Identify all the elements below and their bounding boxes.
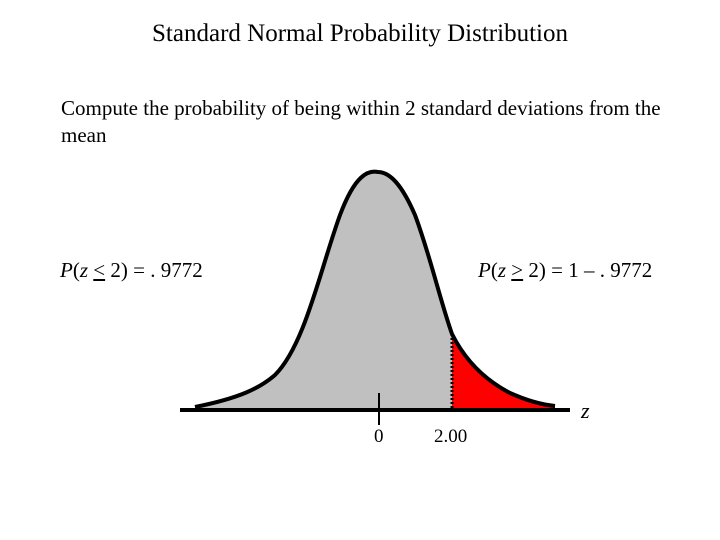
left-probability-label: P(z < 2) = . 9772 — [60, 258, 203, 282]
curve-tail-area — [452, 334, 555, 410]
axis-name-z: z — [581, 398, 590, 423]
tick-label-two: 2.00 — [434, 426, 468, 447]
curve-outline — [194, 169, 556, 409]
curve-body-area — [195, 171, 452, 410]
diagram-subtitle: Compute the probability of being within … — [61, 96, 661, 147]
tick-label-zero: 0 — [374, 426, 384, 447]
right-probability-label: P(z > 2) = 1 – . 9772 — [478, 258, 653, 282]
diagram-title: Standard Normal Probability Distribution — [152, 20, 568, 47]
